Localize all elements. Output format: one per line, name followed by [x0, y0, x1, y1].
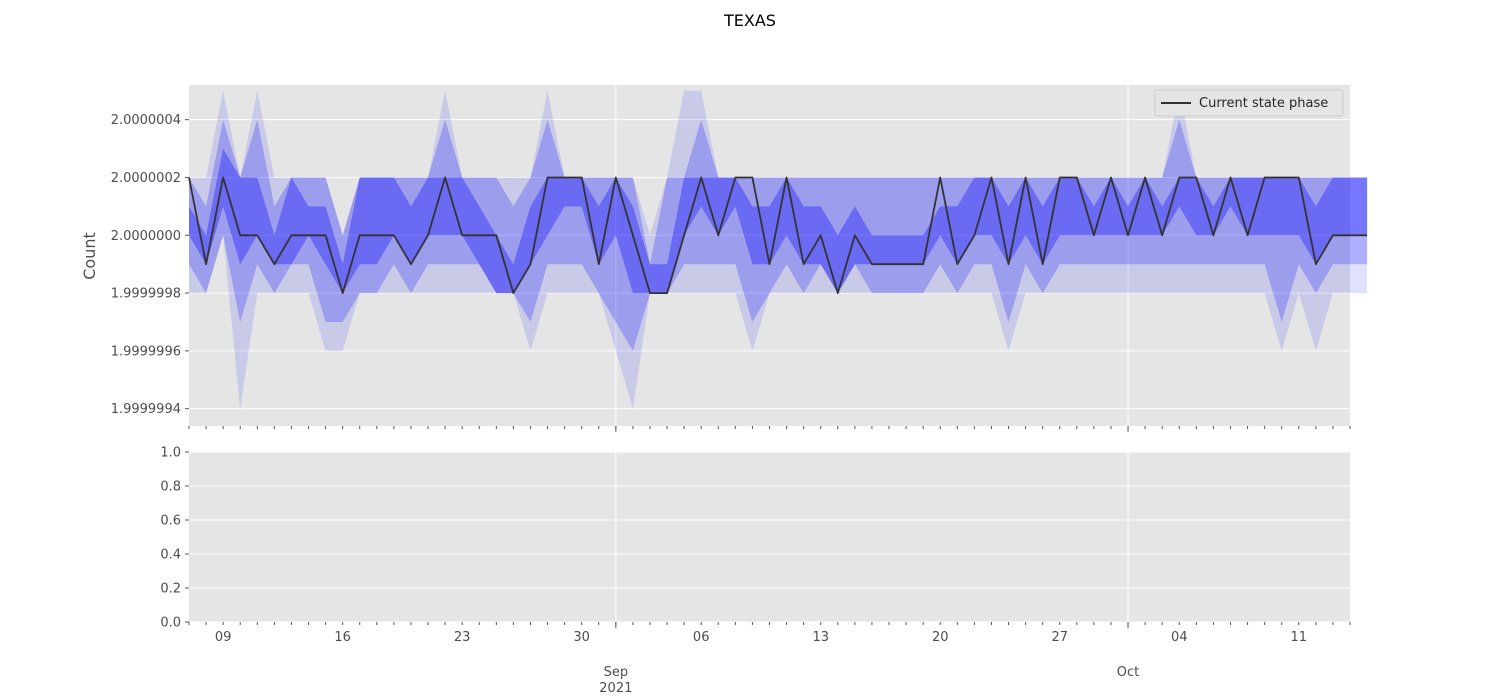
bottom-y-tick-label: 0.8 — [160, 480, 181, 495]
top-y-tick-label: 2.0000002 — [111, 171, 181, 186]
bottom-panel: 1.0 0.8 0.6 0.4 0.2 0.0 09 16 23 30 06 13 20 27 04 11 Se… — [160, 446, 1351, 696]
legend-box — [1154, 89, 1344, 117]
top-y-tick-label: 2.0000000 — [111, 229, 181, 244]
x-tick-label: 13 — [812, 630, 829, 645]
x-tick-label: 09 — [215, 630, 232, 645]
bottom-y-tick-label: 0.0 — [160, 616, 181, 631]
legend-label: Current state phase — [1199, 96, 1328, 111]
x-tick-label: 11 — [1291, 630, 1308, 645]
x-tick-label: 20 — [932, 630, 949, 645]
x-major-tick-label: Sep — [604, 665, 629, 680]
x-major-tick-sublabel: 2021 — [599, 681, 632, 696]
bottom-plot-area — [189, 452, 1350, 622]
x-tick-label: 27 — [1051, 630, 1068, 645]
legend: Current state phase — [1154, 89, 1344, 117]
top-y-tick-label: 1.9999998 — [111, 287, 181, 302]
top-y-tick-label: 2.0000004 — [111, 113, 181, 128]
top-y-tick-label: 1.9999996 — [111, 344, 181, 359]
bottom-y-tick-label: 0.2 — [160, 582, 181, 597]
chart-title: TEXAS — [723, 11, 776, 30]
bottom-y-tick-label: 1.0 — [160, 446, 181, 461]
bottom-y-tick-label: 0.6 — [160, 514, 181, 529]
current-state-phase-line — [188, 176, 1368, 295]
x-tick-label: 06 — [693, 630, 710, 645]
top-plot-area — [189, 85, 1350, 426]
top-y-tick-label: 1.9999994 — [111, 402, 181, 417]
bottom-y-tick-label: 0.4 — [160, 548, 181, 563]
uncertainty-band-0 — [189, 90, 1368, 409]
top-panel: 2.0000004 2.0000002 2.0000000 1.9999998 1.99… — [111, 85, 1368, 432]
x-tick-label: 04 — [1171, 630, 1188, 645]
x-tick-label: 23 — [454, 630, 471, 645]
x-major-tick-label: Oct — [1117, 665, 1139, 680]
x-tick-label: 30 — [573, 630, 590, 645]
x-tick-label: 16 — [334, 630, 351, 645]
y-axis-label: Count — [80, 232, 99, 280]
